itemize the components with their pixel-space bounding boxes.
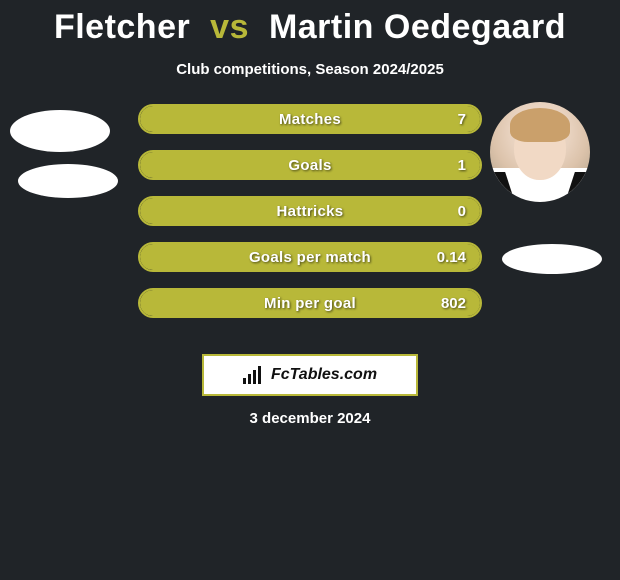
stat-bar-label: Hattricks: [140, 198, 480, 224]
player1-avatar-placeholder: [10, 110, 110, 152]
stat-bar-label: Min per goal: [140, 290, 480, 316]
season-subtitle: Club competitions, Season 2024/2025: [0, 61, 620, 78]
stat-bar-value: 0.14: [437, 244, 466, 270]
player2-avatar: [490, 102, 590, 202]
snapshot-date: 3 december 2024: [0, 410, 620, 427]
stat-bar-value: 1: [458, 152, 466, 178]
stat-bar-label: Goals: [140, 152, 480, 178]
brand-box: FcTables.com: [202, 354, 418, 396]
stat-bar-value: 802: [441, 290, 466, 316]
stat-bar: Matches7: [138, 104, 482, 134]
comparison-title: Fletcher vs Martin Oedegaard: [0, 0, 620, 47]
stat-bar: Goals per match0.14: [138, 242, 482, 272]
player1-name: Fletcher: [54, 8, 190, 46]
stat-bar-value: 0: [458, 198, 466, 224]
brand-chart-icon: [243, 366, 265, 384]
stat-bar-label: Matches: [140, 106, 480, 132]
vs-label: vs: [210, 8, 249, 46]
stat-bar: Goals1: [138, 150, 482, 180]
player2-shadow: [502, 244, 602, 274]
stat-bars: Matches7Goals1Hattricks0Goals per match0…: [138, 104, 482, 334]
player1-shadow: [18, 164, 118, 198]
player2-name: Martin Oedegaard: [269, 8, 566, 46]
stat-bar: Hattricks0: [138, 196, 482, 226]
stat-bar-label: Goals per match: [140, 244, 480, 270]
stat-bar-value: 7: [458, 106, 466, 132]
brand-text: FcTables.com: [271, 366, 377, 384]
stat-bar: Min per goal802: [138, 288, 482, 318]
